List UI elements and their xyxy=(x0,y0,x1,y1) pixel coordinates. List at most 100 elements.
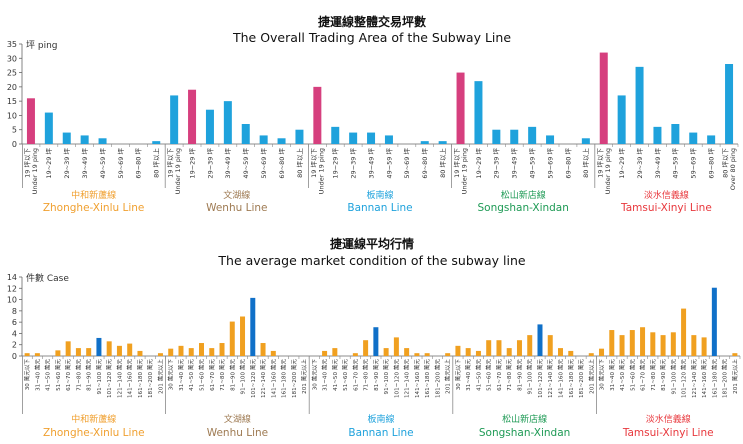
bar xyxy=(496,340,502,356)
x-tick-label: 141~160 萬元 xyxy=(413,359,421,398)
x-tick-label: 101~120 萬元 xyxy=(536,359,544,398)
y-tick-label: 0 xyxy=(12,352,17,361)
bar xyxy=(660,335,666,356)
x-tick-label: 19~29 坪 xyxy=(332,148,340,179)
x-tick-label: 71~80 萬元 xyxy=(74,359,82,391)
bar xyxy=(157,353,163,356)
group-label-zh: 文湖線 xyxy=(223,189,250,201)
x-tick-label: 181~200 萬元 xyxy=(146,359,154,398)
x-tick-label: 49~59 坪 xyxy=(528,148,536,179)
x-tick-label: 39~49 坪 xyxy=(81,148,89,179)
bar xyxy=(259,135,268,144)
x-tick-label: 121~140 萬元 xyxy=(403,359,411,398)
bar xyxy=(506,348,512,356)
x-tick-label: 80 坪以上 xyxy=(152,148,161,178)
x-tick-label: 101~120 萬元 xyxy=(249,359,257,398)
bar xyxy=(373,327,379,356)
x-tick-label: 81~90 萬元 xyxy=(85,359,93,391)
bar xyxy=(86,348,92,356)
bar xyxy=(528,126,537,144)
bar xyxy=(188,89,197,144)
bar xyxy=(486,340,492,356)
bar xyxy=(640,327,646,356)
bar xyxy=(98,138,107,144)
x-tick-label: 201 萬元以上 xyxy=(444,359,452,394)
x-tick-label: 61~70 萬元 xyxy=(208,359,216,391)
x-tick-label: 30 萬元以下 xyxy=(167,359,175,391)
bar xyxy=(205,109,214,144)
x-tick-label: 19~29 坪 xyxy=(188,148,196,179)
x-tick-label: 59~69 坪 xyxy=(690,148,698,179)
x-tick-label: 141~160 萬元 xyxy=(269,359,277,398)
x-tick-label: 81~90 萬元 xyxy=(659,359,667,391)
x-tick-label: 81~90 萬元 xyxy=(515,359,523,391)
x-tick-label: 61~70 萬元 xyxy=(64,359,72,391)
bar xyxy=(537,324,543,356)
x-tick-label: 91~100 萬元 xyxy=(95,359,103,395)
x-tick-label: 41~50 萬元 xyxy=(187,359,195,391)
y-axis-label: 件數 Case xyxy=(26,272,69,284)
y-tick-label: 6 xyxy=(12,318,17,327)
y-tick-label: 12 xyxy=(7,284,17,293)
x-tick-label: 51~60 萬元 xyxy=(54,359,62,391)
bar xyxy=(650,332,656,356)
x-tick-label: 161~180 萬元 xyxy=(567,359,575,398)
x-tick-label: 19~29 坪 xyxy=(475,148,483,179)
bar xyxy=(55,350,61,356)
chart2-title: The average market condition of the subw… xyxy=(217,253,525,268)
bar xyxy=(363,340,369,356)
x-tick-label: 19 坪以下 xyxy=(24,148,32,178)
bar xyxy=(322,350,328,356)
bar xyxy=(568,350,574,356)
y-tick-label: 30 xyxy=(7,54,17,63)
bar xyxy=(445,353,451,356)
bar xyxy=(599,348,605,356)
group-label-zh: 中和新蘆線 xyxy=(71,189,116,201)
x-tick-label: 49~59 坪 xyxy=(242,148,250,179)
x-tick-label: 81~90 萬元 xyxy=(372,359,380,391)
bar xyxy=(137,350,143,356)
bar xyxy=(241,124,250,144)
bar xyxy=(223,101,232,144)
x-tick-label: 31~40 萬元 xyxy=(608,359,616,391)
x-tick-label: 61~70 萬元 xyxy=(351,359,359,391)
bar xyxy=(609,330,615,356)
x-tick-label: 181~200 萬元 xyxy=(577,359,585,398)
x-tick-label: Under 19 ping xyxy=(317,148,325,194)
group-label-zh: 淡水信義線 xyxy=(644,189,689,201)
x-tick-label: 69~80 坪 xyxy=(707,148,715,179)
bar xyxy=(240,316,246,356)
y-tick-label: 4 xyxy=(12,329,17,338)
group-label: Songshan-Xindan xyxy=(479,427,570,439)
bar xyxy=(152,141,161,144)
bar xyxy=(26,98,35,144)
x-tick-label: 161~180 萬元 xyxy=(423,359,431,398)
x-tick-label: 19~29 坪 xyxy=(618,148,626,179)
bar xyxy=(588,353,594,356)
group-label: Tamsui-Xinyi Line xyxy=(620,202,712,214)
x-tick-label: 71~80 萬元 xyxy=(649,359,657,391)
bar xyxy=(34,353,40,356)
x-tick-label: 30 萬元以下 xyxy=(454,359,462,391)
x-tick-label: 201 萬元以上 xyxy=(300,359,308,394)
x-tick-label: 141~160 萬元 xyxy=(126,359,134,398)
group-label: Tamsui-Xinyi Line xyxy=(622,427,714,439)
bar xyxy=(516,340,522,356)
x-tick-label: 31~40 萬元 xyxy=(33,359,41,391)
x-tick-label: 51~60 萬元 xyxy=(628,359,636,391)
x-tick-label: 69~80 坪 xyxy=(278,148,286,179)
x-tick-label: Under 19 ping xyxy=(174,148,182,194)
bar xyxy=(24,353,30,356)
y-tick-label: 8 xyxy=(12,307,17,316)
x-tick-label: 201 萬元以上 xyxy=(156,359,164,394)
x-tick-label: 80 坪以下 xyxy=(722,148,730,178)
bar xyxy=(701,337,707,356)
bar xyxy=(178,345,184,356)
group-label-zh: 松山新店線 xyxy=(501,189,546,201)
x-tick-label: 41~50 萬元 xyxy=(474,359,482,391)
bar xyxy=(691,335,697,356)
x-tick-label: 39~49 坪 xyxy=(511,148,519,179)
x-tick-label: 59~69 坪 xyxy=(403,148,411,179)
bar xyxy=(219,343,225,356)
